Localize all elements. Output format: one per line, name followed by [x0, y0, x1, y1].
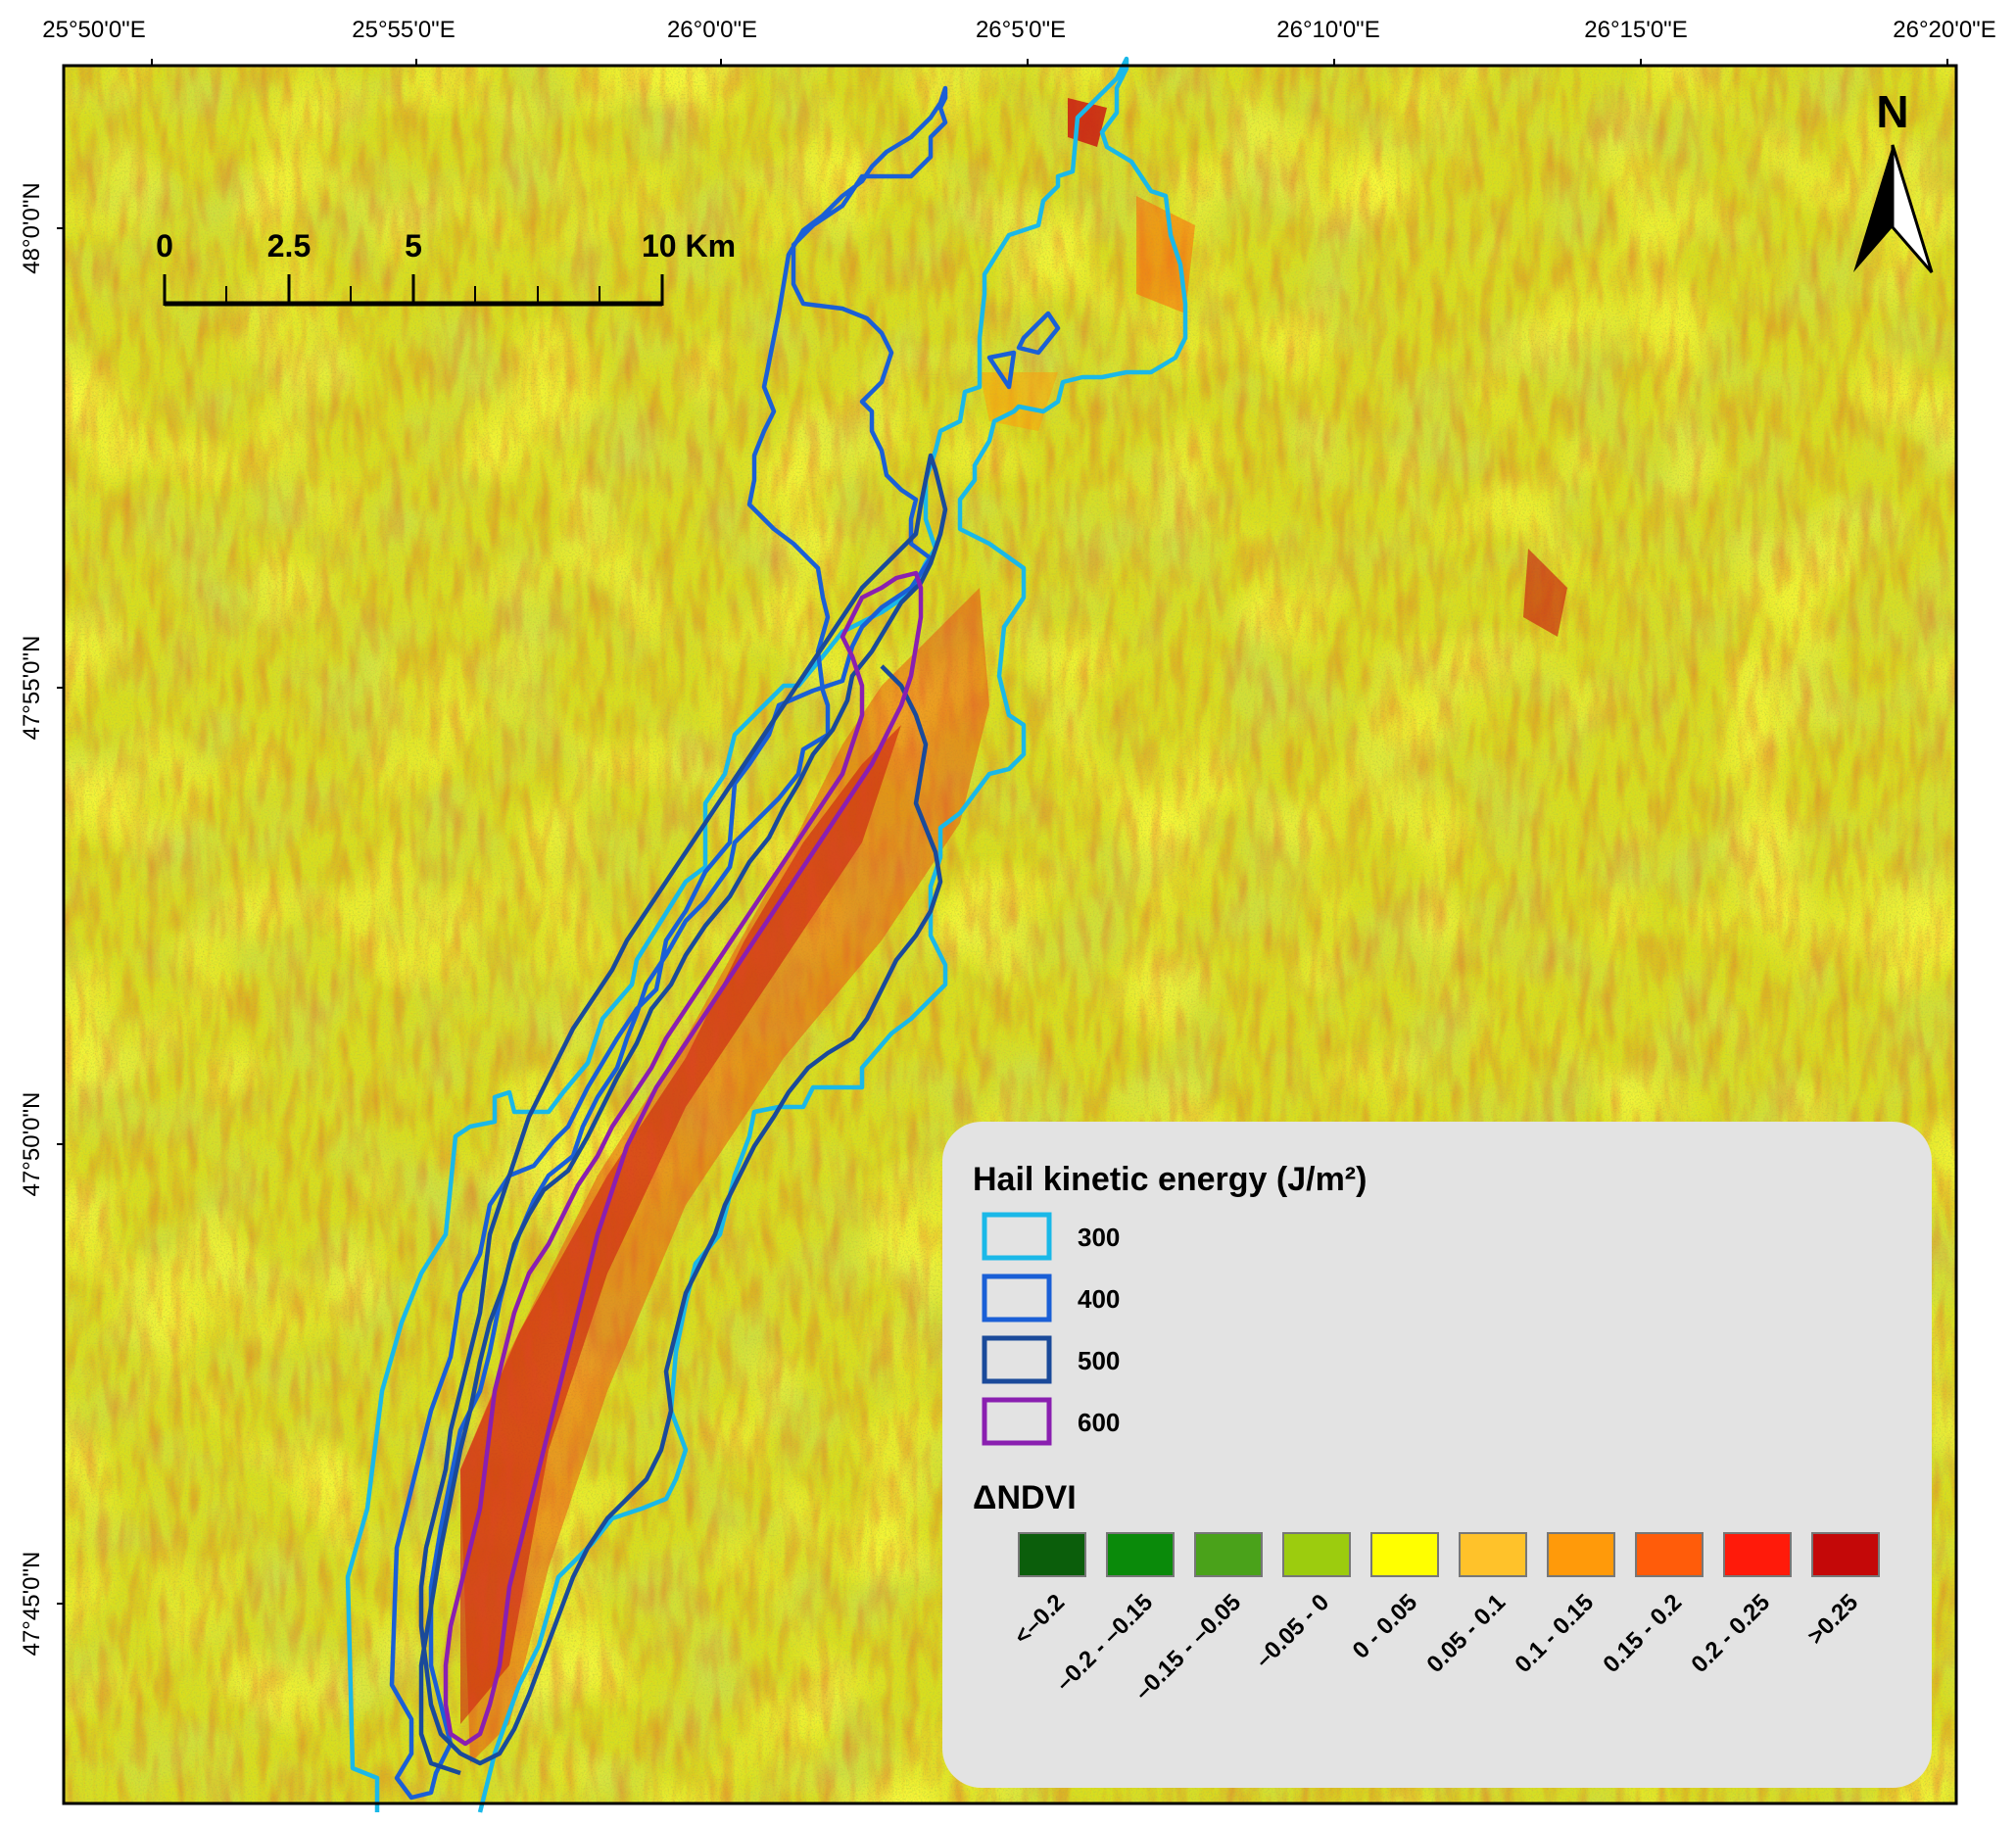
ndvi-swatch	[1459, 1532, 1527, 1577]
legend-hail-item: 400	[982, 1273, 1120, 1322]
hail-contours	[345, 56, 1188, 1813]
legend-swatch-300	[982, 1212, 1052, 1261]
contour-300	[345, 56, 1188, 1813]
contour-600	[443, 570, 924, 1747]
scale-bar: 0 2.5 5 10 Km	[156, 228, 736, 307]
scale-label: 10 Km	[642, 228, 736, 264]
legend-panel: Hail kinetic energy (J/m²) 300 400 500 6…	[942, 1122, 1932, 1788]
ndvi-swatch	[1194, 1532, 1263, 1577]
ndvi-swatch	[1282, 1532, 1351, 1577]
top-tick-label: 26°0'0"E	[667, 17, 757, 43]
top-tick-label: 26°20'0"E	[1893, 17, 1995, 43]
legend-hail-item: 300	[982, 1212, 1120, 1261]
legend-hail-label: 300	[1078, 1223, 1120, 1252]
legend-swatch-400	[982, 1273, 1052, 1322]
ndvi-swatch	[1723, 1532, 1792, 1577]
ndvi-swatch	[1811, 1532, 1880, 1577]
left-axis: 48°0'0"N 47°55'0"N 47°50'0"N 47°45'0"N	[19, 182, 64, 1656]
ndvi-swatch	[1370, 1532, 1439, 1577]
legend-hail-title: Hail kinetic energy (J/m²)	[973, 1161, 1367, 1198]
ndvi-swatch	[1635, 1532, 1704, 1577]
left-tick-label: 47°45'0"N	[19, 1552, 45, 1657]
legend-hail-label: 500	[1078, 1346, 1120, 1375]
contour-500	[418, 453, 948, 1776]
top-axis: 25°50'0"E 25°55'0"E 26°0'0"E 26°5'0"E 26…	[42, 17, 1996, 66]
legend-hail-item: 500	[982, 1335, 1120, 1384]
left-tick-label: 47°55'0"N	[19, 636, 45, 741]
ndvi-swatch	[1547, 1532, 1615, 1577]
top-tick-label: 25°50'0"E	[42, 17, 145, 43]
legend-hail-label: 600	[1078, 1408, 1120, 1437]
ndvi-swatch	[1018, 1532, 1086, 1577]
north-arrow: N	[1853, 86, 1934, 273]
ndvi-swatch	[1106, 1532, 1175, 1577]
map-border	[62, 64, 1958, 1805]
legend-swatch-600	[982, 1397, 1052, 1446]
top-tick-label: 26°15'0"E	[1584, 17, 1687, 43]
legend-swatch-500	[982, 1335, 1052, 1384]
scale-label: 2.5	[267, 228, 311, 264]
left-tick-label: 48°0'0"N	[19, 182, 45, 273]
top-tick-label: 26°5'0"E	[976, 17, 1066, 43]
top-tick-label: 25°55'0"E	[352, 17, 455, 43]
legend-ndvi-title: ΔNDVI	[973, 1479, 1077, 1516]
contour-400	[389, 85, 948, 1801]
legend-hail-item: 600	[982, 1397, 1120, 1446]
scale-label: 0	[156, 228, 173, 264]
top-tick-label: 26°10'0"E	[1276, 17, 1379, 43]
scale-label: 5	[405, 228, 422, 264]
legend-hail-label: 400	[1078, 1284, 1120, 1314]
left-tick-label: 47°50'0"N	[19, 1092, 45, 1197]
north-label: N	[1876, 86, 1908, 137]
